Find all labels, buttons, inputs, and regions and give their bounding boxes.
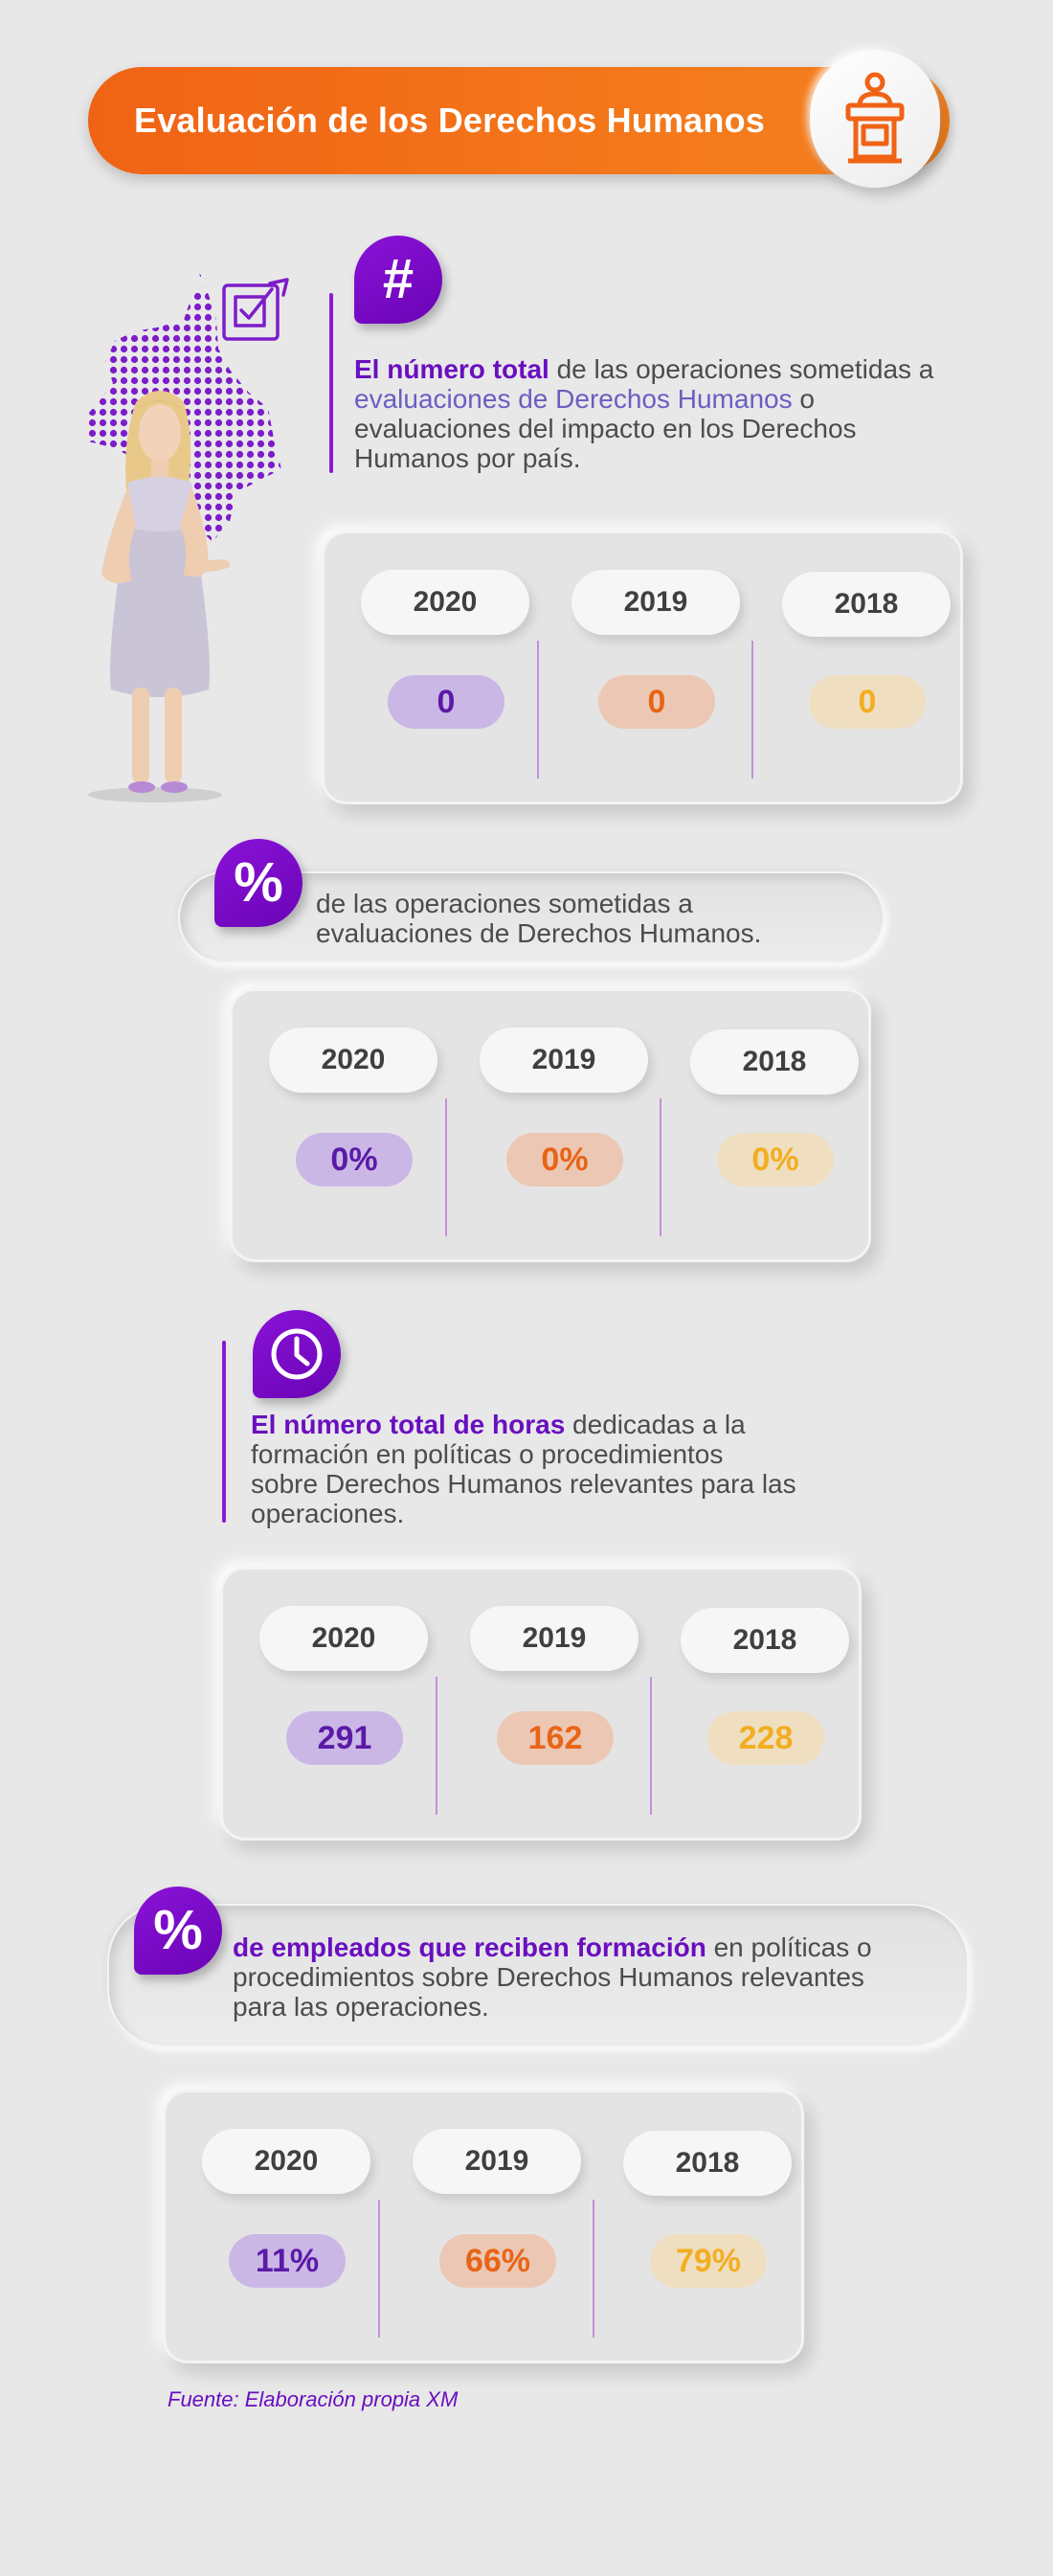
year-label: 2019 [413,2129,581,2194]
year-column-2018: 2018 0 [765,533,975,807]
header-banner: Evaluación de los Derechos Humanos [88,67,950,174]
column-divider [445,1098,447,1236]
podium-speaker-icon [845,72,905,164]
column-divider [593,2200,594,2338]
value-badge: 0 [388,675,504,729]
accent-line [329,293,333,473]
value-badge: 66% [439,2234,556,2288]
year-label: 2019 [480,1028,648,1093]
description-pill [107,1904,969,2047]
year-column-2020: 2020 11% [185,2092,395,2366]
hash-icon: # [354,236,442,324]
section-4-description: de empleados que reciben formación en po… [233,1932,872,2022]
value-badge: 11% [229,2234,346,2288]
year-column-2019: 2019 0% [462,991,673,1265]
column-divider [660,1098,661,1236]
checklist-icon [222,278,289,341]
year-label: 2018 [782,572,951,637]
stats-card-employees-trained: 2020 11% 2019 66% 2018 79% [163,2090,804,2363]
value-badge: 291 [286,1711,403,1765]
year-column-2018: 2018 0% [673,991,884,1265]
page-title: Evaluación de los Derechos Humanos [134,101,766,140]
year-label: 2018 [623,2131,792,2196]
year-column-2019: 2019 0 [554,533,765,807]
header-icon-badge [810,50,940,188]
value-badge: 0% [506,1133,623,1186]
percent-icon: % [214,839,302,927]
value-badge: 0% [296,1133,413,1186]
year-column-2018: 2018 79% [606,2092,817,2366]
year-label: 2019 [470,1606,639,1671]
year-label: 2018 [681,1608,849,1673]
year-column-2020: 2020 291 [242,1570,453,1843]
column-divider [537,641,539,779]
column-divider [378,2200,380,2338]
value-badge: 0 [598,675,715,729]
stats-card-training-hours: 2020 291 2019 162 2018 228 [220,1567,862,1841]
year-column-2019: 2019 66% [395,2092,606,2366]
column-divider [436,1677,437,1815]
section-3-description: El número total de horas dedicadas a la … [251,1410,796,1528]
value-badge: 0 [809,675,926,729]
stats-card-operations-percent: 2020 0% 2019 0% 2018 0% [230,988,871,1262]
stats-card-operations-assessed: 2020 0 2019 0 2018 0 [322,531,963,804]
clock-icon [253,1310,341,1398]
woman-character-illustration [88,391,231,802]
column-divider [650,1677,652,1815]
year-label: 2019 [571,570,740,635]
year-column-2020: 2020 0 [344,533,554,807]
year-label: 2020 [202,2129,370,2194]
source-note: Fuente: Elaboración propia XM [168,2387,459,2411]
column-divider [751,641,753,779]
year-label: 2020 [269,1028,437,1093]
year-label: 2020 [259,1606,428,1671]
value-badge: 0% [717,1133,834,1186]
year-column-2020: 2020 0% [252,991,462,1265]
section-2-description: de las operaciones sometidas a evaluacio… [316,889,762,948]
year-label: 2018 [690,1029,859,1095]
accent-line [222,1341,226,1523]
value-badge: 79% [650,2234,767,2288]
year-column-2019: 2019 162 [453,1570,663,1843]
value-badge: 162 [497,1711,614,1765]
section-1-description: El número total de las operaciones somet… [354,354,934,473]
percent-icon: % [134,1887,222,1975]
year-label: 2020 [361,570,529,635]
year-column-2018: 2018 228 [663,1570,874,1843]
value-badge: 228 [707,1711,824,1765]
